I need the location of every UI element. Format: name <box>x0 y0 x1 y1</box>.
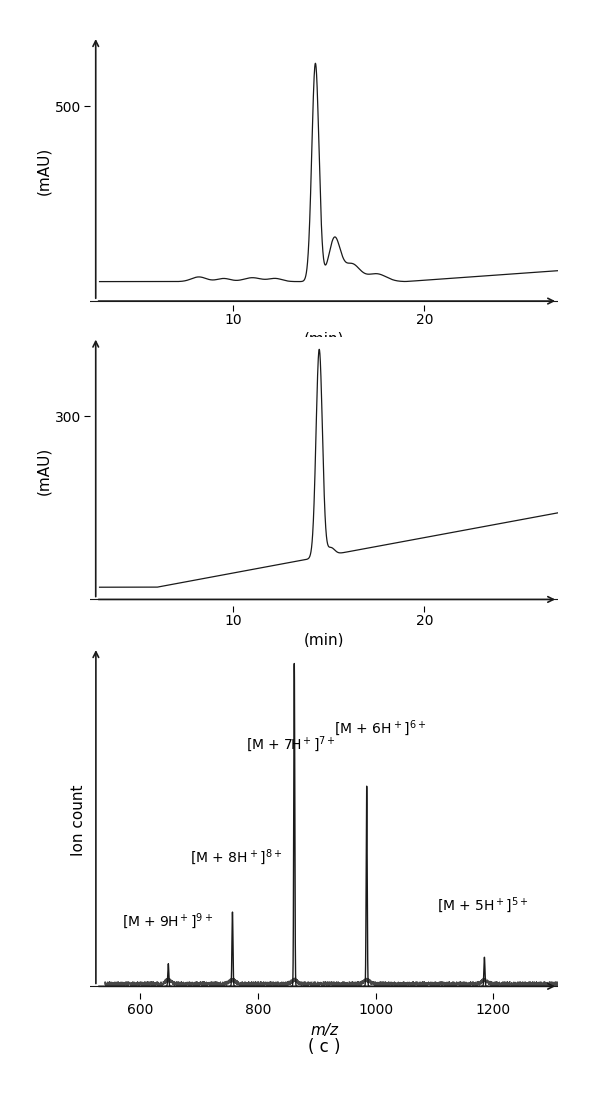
Text: ( a ): ( a ) <box>307 359 341 376</box>
Text: [M + 7H$^+$]$^{7+}$: [M + 7H$^+$]$^{7+}$ <box>246 734 336 754</box>
Text: [M + 5H$^+$]$^{5+}$: [M + 5H$^+$]$^{5+}$ <box>437 895 529 915</box>
X-axis label: (min): (min) <box>304 632 344 647</box>
Y-axis label: (mAU): (mAU) <box>36 147 51 194</box>
Y-axis label: Ion count: Ion count <box>71 784 86 856</box>
X-axis label: m/z: m/z <box>310 1022 338 1038</box>
Text: [M + 6H$^+$]$^{6+}$: [M + 6H$^+$]$^{6+}$ <box>334 717 427 737</box>
Y-axis label: (mAU): (mAU) <box>36 448 51 495</box>
X-axis label: (min): (min) <box>304 331 344 347</box>
Text: ( b ): ( b ) <box>307 659 341 677</box>
Text: ( c ): ( c ) <box>308 1038 340 1055</box>
Text: [M + 9H$^+$]$^{9+}$: [M + 9H$^+$]$^{9+}$ <box>122 912 214 931</box>
Text: [M + 8H$^+$]$^{8+}$: [M + 8H$^+$]$^{8+}$ <box>190 847 282 867</box>
